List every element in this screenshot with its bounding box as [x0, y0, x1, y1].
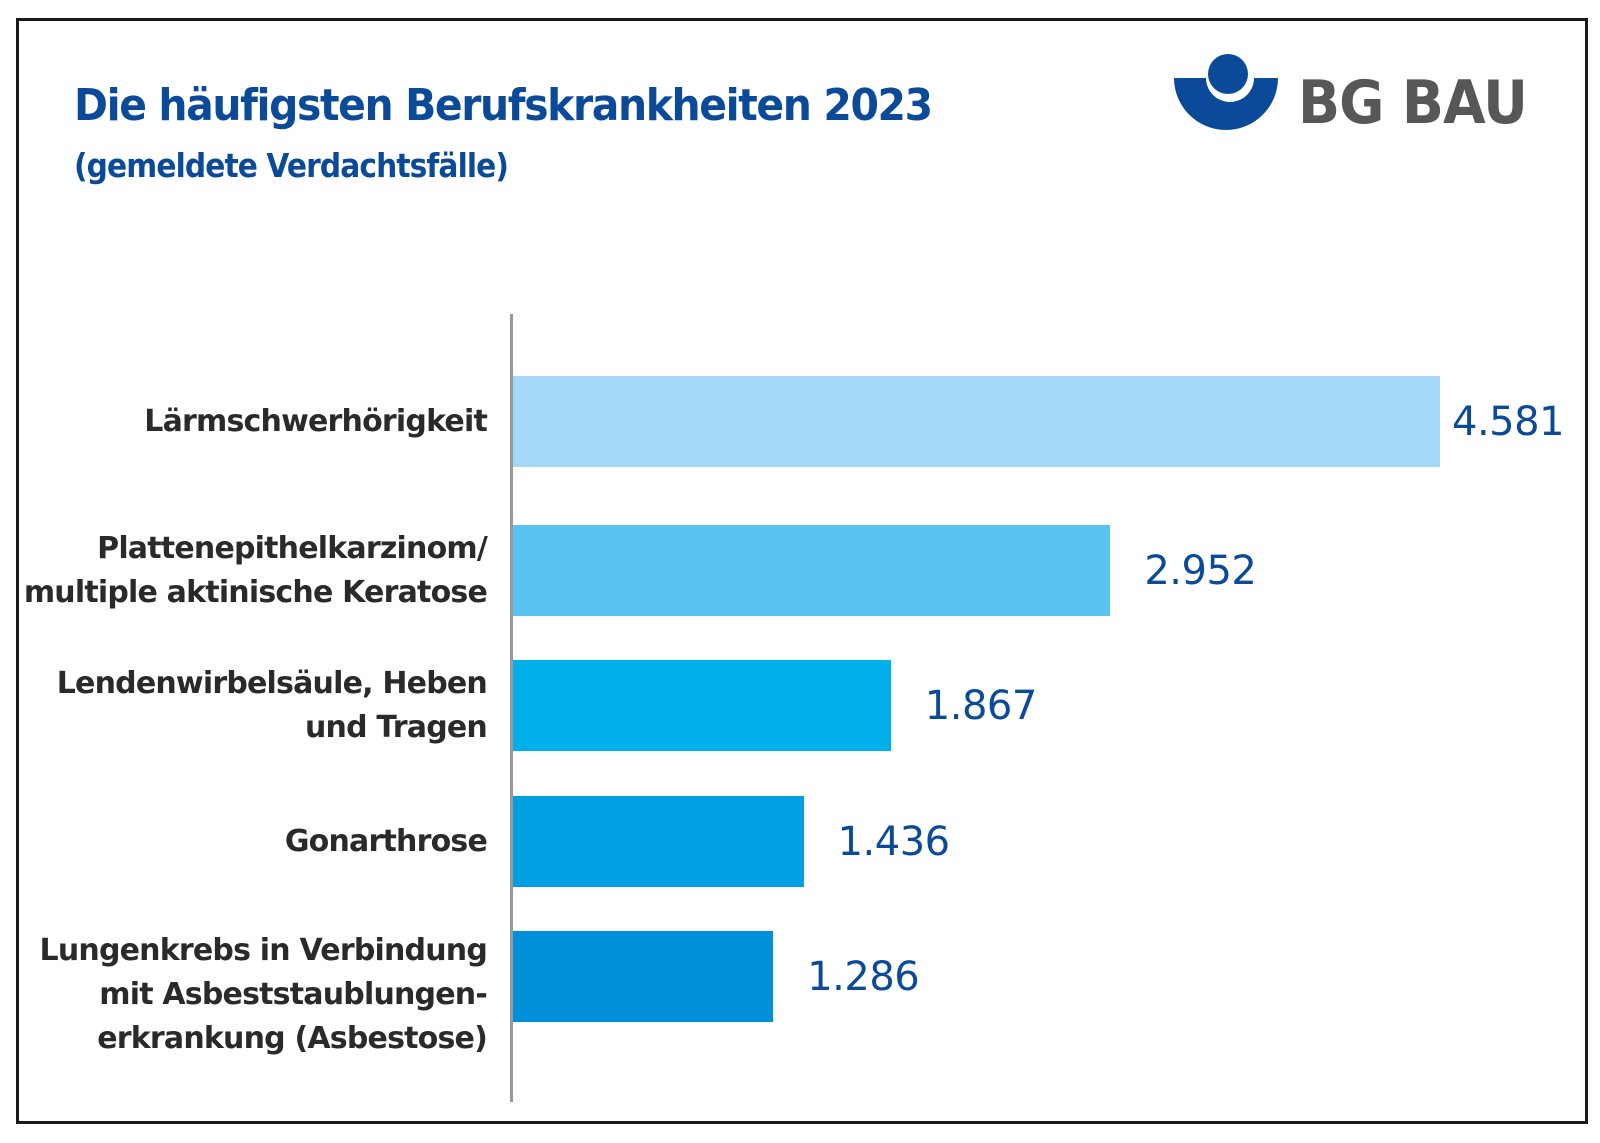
bar	[513, 525, 1111, 616]
category-label-line: Plattenepithelkarzinom/	[97, 530, 488, 566]
bg-bau-logo: BG BAU	[1172, 50, 1552, 150]
category-label-line: Lärmschwerhörigkeit	[144, 403, 488, 439]
value-label: 1.436	[837, 818, 951, 865]
chart-title: Die häufigsten Berufskrankheiten 2023	[74, 80, 933, 131]
value-label: 1.286	[807, 953, 920, 1000]
emblem-bowl	[1174, 78, 1278, 130]
value-label: 4.581	[1452, 398, 1565, 445]
category-label-line: erkrankung (Asbestose)	[97, 1021, 488, 1056]
category-label-line: und Tragen	[304, 709, 488, 745]
bg-bau-emblem-icon	[1174, 54, 1278, 130]
category-label: Lärmschwerhörigkeit	[144, 400, 488, 444]
category-label-line: Gonarthrose	[284, 823, 488, 859]
bar	[513, 931, 774, 1022]
category-label: Lungenkrebs in Verbindung mit Asbeststaub…	[39, 929, 488, 1061]
category-label: Plattenepithelkarzinom/multiple aktinisc…	[23, 527, 488, 615]
chart-subtitle: (gemeldete Verdachtsfälle)	[74, 146, 509, 185]
category-label-line: Lungenkrebs in Verbindung	[39, 933, 488, 968]
emblem-head	[1208, 54, 1248, 94]
chart-frame	[16, 18, 1588, 1124]
category-label-line: multiple aktinische Keratose	[23, 574, 488, 610]
logo-text: BG BAU	[1298, 68, 1528, 138]
y-axis-line	[510, 314, 513, 1102]
bar	[513, 376, 1440, 467]
bar	[513, 796, 804, 887]
category-label-line: Lendenwirbelsäule, Heben	[56, 665, 488, 701]
value-label: 2.952	[1144, 547, 1257, 594]
category-label-line: mit Asbeststaublungen-	[99, 977, 488, 1012]
value-label: 1.867	[924, 682, 1038, 729]
category-label: Gonarthrose	[284, 820, 488, 864]
category-label: Lendenwirbelsäule, Heben und Tragen	[56, 662, 488, 750]
bar	[513, 660, 891, 751]
